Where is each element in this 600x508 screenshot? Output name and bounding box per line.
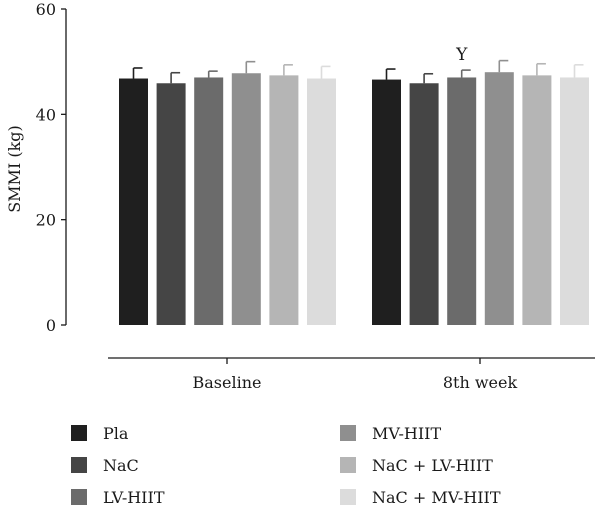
bar	[231, 73, 261, 326]
legend-swatch	[71, 425, 87, 441]
legend-swatch	[340, 425, 356, 441]
bar	[560, 77, 589, 325]
legend-swatch	[71, 457, 87, 473]
bar	[307, 78, 336, 326]
legend-swatch	[71, 489, 87, 505]
legend-label: LV-HIIT	[103, 488, 165, 507]
legend-label: Pla	[103, 424, 129, 443]
bar	[372, 79, 401, 325]
legend-swatch	[340, 457, 356, 473]
legend: Pla NaC LV-HIIT MV-HIIT NaC + LV-HIIT NaC + M…	[71, 424, 501, 507]
bar	[447, 77, 477, 325]
bar	[156, 83, 186, 325]
x-tick-label: Baseline	[193, 373, 262, 392]
bar	[119, 78, 148, 326]
legend-label: NaC + MV-HIIT	[372, 488, 501, 507]
y-tick-label: 20	[36, 211, 56, 230]
bar	[194, 77, 224, 325]
x-axis: Baseline 8th week	[108, 357, 595, 392]
bar	[522, 75, 552, 325]
y-tick-label: 60	[36, 0, 56, 19]
error-bars	[132, 59, 584, 84]
y-axis: 0 20 40 60 SMMI (kg)	[5, 0, 67, 335]
y-tick-label: 0	[46, 316, 56, 335]
bars	[119, 72, 589, 326]
legend-label: NaC	[103, 456, 139, 475]
legend-label: MV-HIIT	[372, 424, 441, 443]
annotations: Y	[455, 45, 468, 65]
legend-label: NaC + LV-HIIT	[372, 456, 493, 475]
y-axis-label: SMMI (kg)	[5, 125, 24, 213]
annotation-label: Y	[455, 45, 468, 65]
x-tick-label: 8th week	[443, 373, 518, 392]
y-tick-label: 40	[36, 105, 56, 124]
bar	[409, 83, 439, 325]
bar	[269, 75, 299, 325]
legend-swatch	[340, 489, 356, 505]
bar	[484, 72, 514, 325]
